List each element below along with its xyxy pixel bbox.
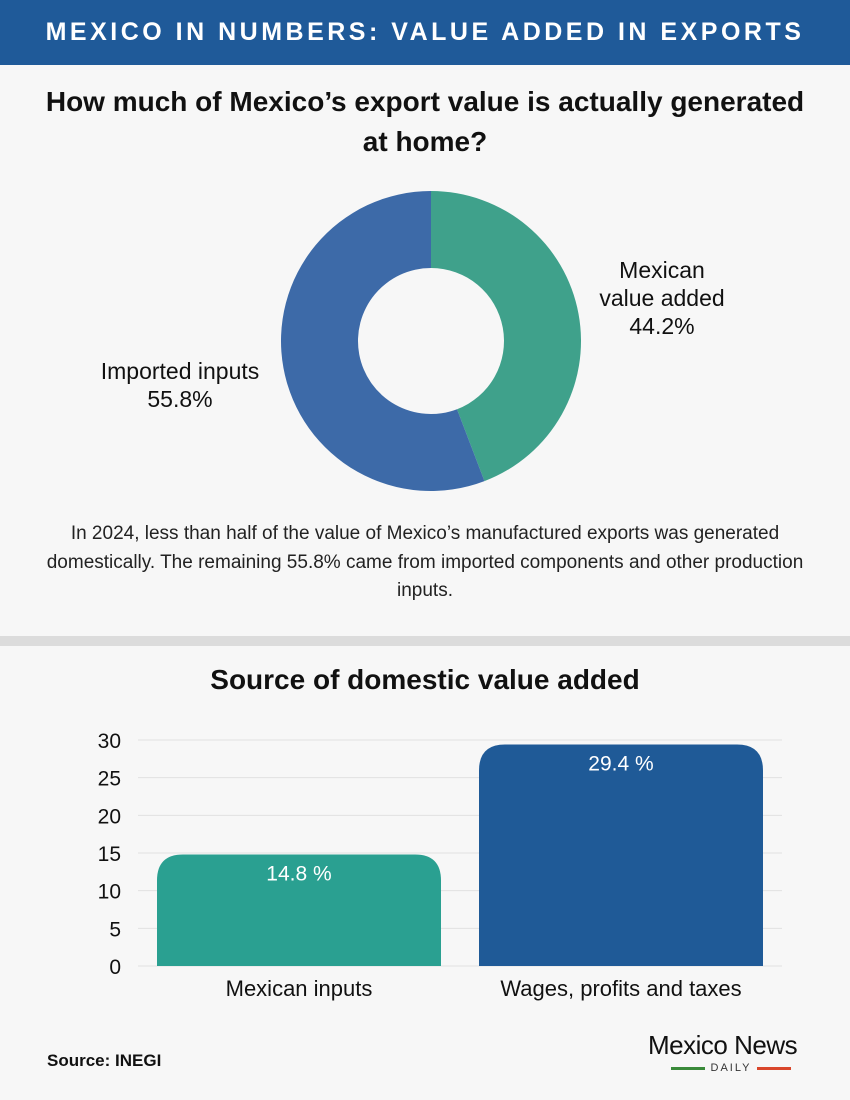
description-paragraph: In 2024, less than half of the value of … <box>46 523 804 601</box>
source-note: Source: INEGI <box>47 1051 162 1070</box>
logo-name: Mexico News <box>648 1030 798 1060</box>
bar-chart-title: Source of domestic value added <box>210 664 640 695</box>
mexico-news-daily-logo: Mexico News DAILY <box>648 1030 828 1074</box>
bar-chart: 0 5 10 15 20 25 30 14.8 % 29.4 % Mexican inputs… <box>98 730 782 1001</box>
bar-0 <box>157 854 441 966</box>
donut-slice-mexican-value-added <box>431 191 581 482</box>
donut-slice-imported-inputs <box>281 191 485 491</box>
label-line: Imported inputs <box>100 358 260 384</box>
y-tick-label: 5 <box>109 918 121 941</box>
donut-chart <box>281 191 581 491</box>
label-line: value added <box>599 285 725 311</box>
y-tick-label: 0 <box>109 956 121 979</box>
bar-1 <box>479 744 763 966</box>
logo-green-line <box>670 1066 705 1070</box>
y-tick-label: 10 <box>98 881 121 904</box>
logo-red-line <box>757 1066 792 1070</box>
y-tick-label: 20 <box>98 805 121 828</box>
banner-title: MEXICO IN NUMBERS: VALUE ADDED IN EXPORT… <box>45 18 805 46</box>
label-imported-inputs: Imported inputs 55.8% <box>70 357 290 413</box>
label-value: 44.2% <box>629 313 695 339</box>
y-tick-label: 25 <box>98 768 121 791</box>
y-tick-label: 30 <box>98 730 121 753</box>
donut-chart-title: How much of Mexico’s export value is act… <box>45 86 805 157</box>
y-tick-label: 15 <box>98 843 121 866</box>
x-category-label: Wages, profits and taxes <box>500 976 741 1001</box>
x-category-label: Mexican inputs <box>226 976 373 1001</box>
bar-value-label: 29.4 % <box>588 753 653 776</box>
logo-sub: DAILY <box>710 1062 752 1074</box>
label-line: Mexican <box>619 257 705 283</box>
label-mexican-value-added: Mexican value added 44.2% <box>572 256 752 340</box>
header-banner: MEXICO IN NUMBERS: VALUE ADDED IN EXPORT… <box>0 0 850 65</box>
label-value: 55.8% <box>147 386 213 412</box>
section-divider <box>0 636 850 646</box>
bar-value-label: 14.8 % <box>266 863 331 886</box>
